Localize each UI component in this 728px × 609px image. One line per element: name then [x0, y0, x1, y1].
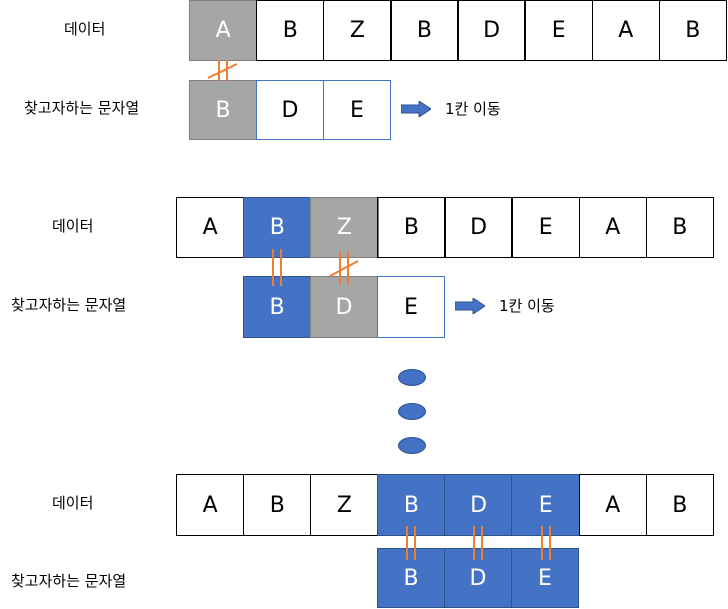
data-cell: Z [310, 474, 379, 536]
ellipsis-dot [398, 437, 426, 454]
mismatch-mark-icon [207, 60, 238, 81]
data-cell: A [578, 197, 647, 258]
data-cell: B [256, 0, 325, 61]
data-cell: A [176, 474, 245, 536]
data-cell: A [176, 197, 245, 258]
data-cell: D [444, 197, 513, 258]
data-cell: A [578, 474, 647, 536]
data-cell: E [511, 474, 580, 536]
right-arrow-icon [455, 297, 485, 314]
data-cell: Z [310, 197, 379, 258]
data-cell: B [377, 474, 446, 536]
shift-indicator-1: 1칸 이동 [401, 98, 501, 119]
pattern-cell: B [243, 276, 312, 338]
data-cell: B [645, 474, 715, 536]
data-cell: B [243, 197, 312, 258]
pattern-cell: E [376, 276, 446, 338]
data-label-3: 데이터 [52, 494, 94, 512]
shift-text: 1칸 이동 [499, 297, 555, 315]
pattern-cell: D [309, 276, 379, 338]
pattern-cell: B [377, 548, 446, 608]
data-cell: B [243, 474, 312, 536]
ellipsis-dot [398, 369, 426, 386]
data-cell: D [457, 0, 526, 61]
pattern-label-2: 찾고자하는 문자열 [11, 296, 127, 314]
data-cell: B [377, 197, 446, 258]
data-cell: B [390, 0, 459, 61]
data-cell: A [189, 0, 258, 61]
data-cell: E [511, 197, 580, 258]
pattern-cell: E [510, 548, 580, 608]
data-label-2: 데이터 [52, 217, 94, 235]
data-cell: Z [323, 0, 392, 61]
pattern-cell: D [255, 80, 325, 140]
ellipsis-dot [398, 403, 426, 420]
data-cell: B [658, 0, 728, 61]
data-label-1: 데이터 [64, 20, 106, 38]
data-cell: B [645, 197, 715, 258]
pattern-label-3: 찾고자하는 문자열 [11, 572, 127, 590]
data-cell: D [444, 474, 513, 536]
data-cell: A [591, 0, 660, 61]
pattern-cell: D [443, 548, 513, 608]
pattern-cell: B [189, 80, 258, 140]
shift-text: 1칸 이동 [445, 100, 501, 118]
right-arrow-icon [401, 100, 431, 117]
pattern-cell: E [322, 80, 392, 140]
pattern-label-1: 찾고자하는 문자열 [24, 99, 140, 117]
data-cell: E [524, 0, 593, 61]
shift-indicator-2: 1칸 이동 [455, 295, 555, 316]
